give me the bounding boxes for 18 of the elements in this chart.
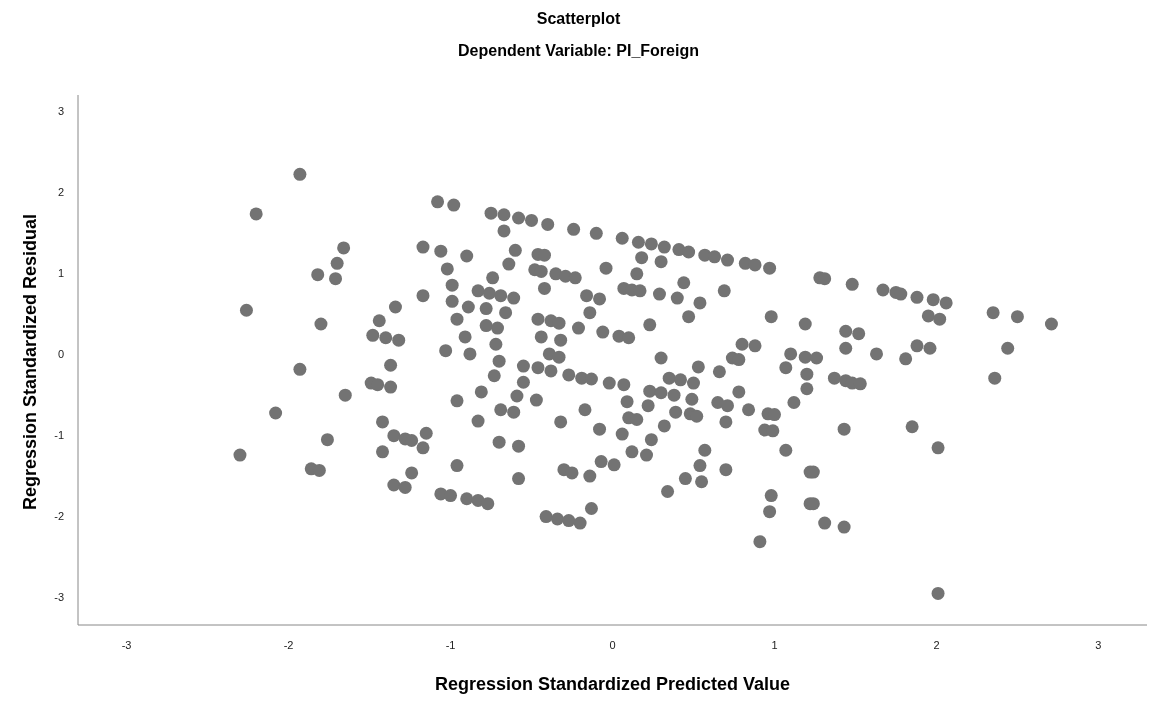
y-tick-label: -3: [54, 590, 64, 603]
y-tick-label: 0: [57, 347, 64, 360]
x-tick-label: 2: [933, 638, 940, 651]
x-tick-label: 0: [609, 638, 616, 651]
chart-title: Scatterplot: [535, 10, 622, 28]
y-tick-label: -2: [54, 509, 64, 522]
y-tick-label: 2: [57, 186, 64, 198]
x-tick-label: -3: [121, 638, 132, 651]
x-tick-label: -1: [445, 638, 456, 651]
y-tick-label: 1: [57, 266, 64, 279]
chart-subtitle: Dependent Variable: PI_Foreign: [457, 42, 700, 60]
x-tick-label: -2: [283, 638, 294, 651]
y-axis-title: Regression Standardized Residual: [19, 213, 41, 511]
x-tick-label: 1: [771, 638, 778, 651]
x-tick-label: 3: [1095, 638, 1102, 651]
y-tick-label: 3: [57, 105, 64, 118]
y-tick-label: -1: [54, 428, 64, 441]
x-axis-title: Regression Standardized Predicted Value: [433, 674, 792, 695]
